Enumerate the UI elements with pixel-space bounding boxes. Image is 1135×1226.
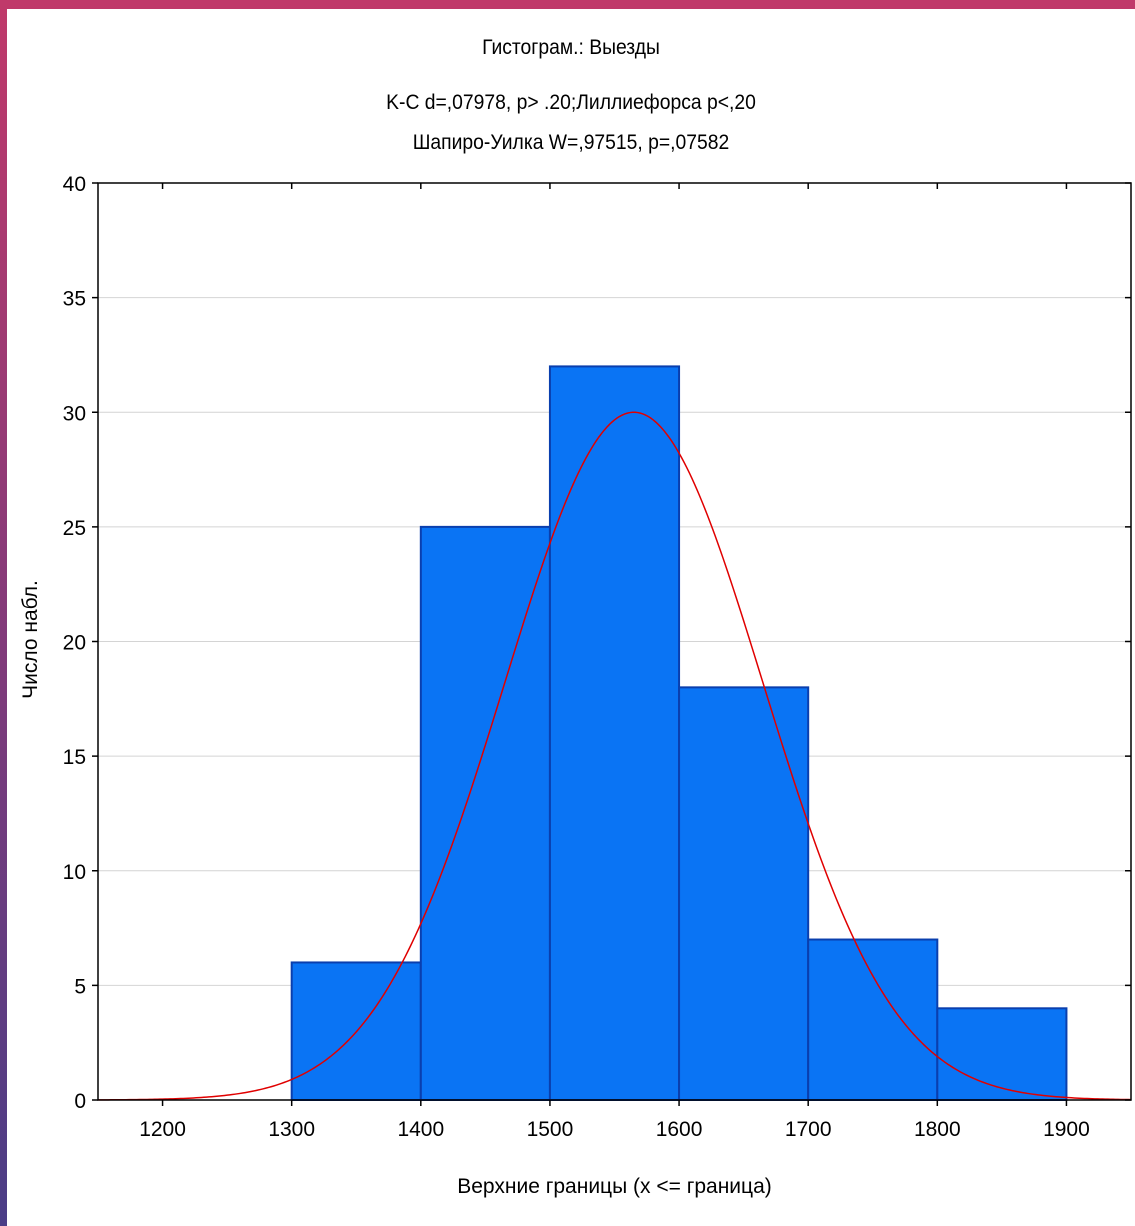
histogram-chart: 1200 1300 1400 1500 1600 1700 1800 1900 0 5 10 15 20… [19, 173, 1132, 1198]
chart-subtitle-sw: Шапиро-Уилка W=,97515, p=,07582 [412, 131, 730, 154]
histogram-bar [936, 1007, 1068, 1101]
x-tick-label: 1900 [1043, 1118, 1090, 1141]
x-axis-label: Верхние границы (x <= граница) [457, 1175, 772, 1198]
histogram-bars [290, 365, 1068, 1102]
x-tick-label: 1800 [914, 1118, 961, 1141]
histogram-bar [678, 686, 810, 1101]
axis-ticks: 1200 1300 1400 1500 1600 1700 1800 1900 0 5 10 15 20… [63, 173, 1131, 1141]
y-tick-label: 20 [63, 632, 86, 655]
x-tick-label: 1200 [139, 1118, 186, 1141]
chart-title: Гистограм.: Выезды [482, 36, 660, 59]
y-tick-label: 15 [63, 746, 86, 769]
histogram-bar [807, 938, 939, 1102]
histogram-bar [419, 525, 551, 1101]
y-tick-label: 5 [74, 975, 86, 998]
normal-fit-curve [97, 411, 1132, 1101]
y-tick-label: 0 [74, 1090, 86, 1113]
chart-subtitle-ks: K-C d=,07978, p> .20;Лиллиефорса p<,20 [386, 91, 756, 114]
x-tick-label: 1600 [656, 1118, 703, 1141]
x-tick-label: 1400 [397, 1118, 444, 1141]
y-tick-label: 25 [63, 517, 86, 540]
y-tick-label: 10 [63, 861, 86, 884]
x-tick-label: 1700 [785, 1118, 832, 1141]
y-axis-label: Число набл. [19, 580, 42, 699]
histogram-bar [548, 365, 681, 1101]
y-tick-label: 40 [63, 173, 86, 196]
x-tick-label: 1300 [268, 1118, 315, 1141]
chart-panel: Гистограм.: Выезды K-C d=,07978, p> .20;… [7, 9, 1135, 1226]
y-tick-label: 30 [63, 402, 86, 425]
y-tick-label: 35 [63, 288, 86, 311]
x-tick-label: 1500 [527, 1118, 574, 1141]
